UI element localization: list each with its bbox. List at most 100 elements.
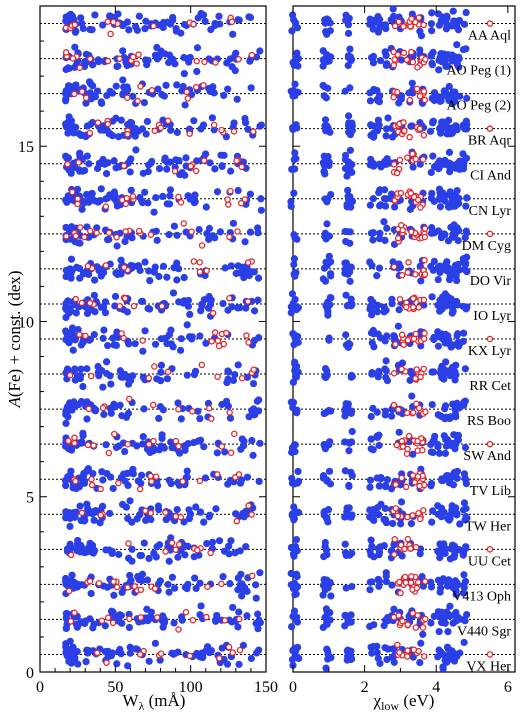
fe1-point [180, 20, 189, 29]
fe1-point [290, 255, 299, 263]
fe2-point [177, 199, 185, 206]
fe1-point [367, 435, 375, 443]
fe1-point [460, 584, 468, 592]
fe1-point [151, 639, 159, 647]
fe1-point [345, 481, 353, 489]
fe1-point [138, 197, 146, 205]
fe1-point [82, 99, 90, 107]
fe1-point [97, 185, 105, 193]
fe1-point [107, 473, 115, 481]
fe1-point [246, 13, 255, 22]
fe1-point [291, 80, 299, 88]
fe1-point [254, 229, 262, 237]
fe1-point [288, 655, 297, 664]
fe1-point [140, 99, 148, 107]
fe1-point [408, 122, 416, 130]
fe1-point [98, 99, 106, 107]
fe1-point [346, 131, 355, 139]
fe1-point [382, 306, 390, 314]
fe2-point [190, 258, 198, 265]
fe1-point [191, 574, 199, 582]
fe1-point [290, 87, 298, 95]
fe1-point [450, 95, 458, 103]
fe1-point [445, 22, 453, 30]
fe2-point [413, 85, 421, 93]
fe1-point [72, 27, 80, 35]
fe2-point [201, 58, 208, 66]
fe2-point [395, 406, 402, 413]
fe1-point [181, 446, 189, 454]
fe1-point [453, 41, 461, 49]
fe2-point [403, 56, 411, 63]
fe2-point [394, 51, 402, 59]
fe2-point [225, 643, 233, 651]
fe1-point [62, 272, 70, 281]
fe1-point [124, 662, 132, 670]
fe1-point [436, 588, 444, 596]
fe1-point [66, 540, 74, 548]
fe2-point [67, 618, 75, 625]
fe1-point [215, 537, 224, 545]
fe1-point [452, 413, 460, 421]
fe1-point [346, 84, 354, 92]
fe1-point [345, 618, 353, 627]
fe2-point [395, 612, 402, 619]
fe1-point [197, 602, 205, 610]
fe1-point [103, 91, 111, 100]
fe1-point [211, 165, 219, 173]
fe1-point [323, 367, 331, 375]
fe1-point [443, 643, 452, 651]
fe1-point [428, 293, 436, 301]
fe1-point [326, 128, 334, 136]
fe2-point [225, 201, 232, 208]
left-ticks: 0 50 100 150 0 5 10 15 [18, 6, 278, 696]
fe1-point [78, 205, 86, 213]
fe2-point [393, 441, 401, 449]
fe1-point [194, 407, 202, 415]
y-axis-label: A(Fe) + const. (dex) [5, 270, 24, 408]
fe1-point [94, 58, 103, 66]
fe1-point [341, 227, 349, 236]
fe1-point [192, 584, 200, 593]
fe2-point [402, 579, 410, 586]
fe1-point [397, 56, 405, 64]
fe2-point [149, 401, 157, 409]
fe1-point [435, 157, 444, 165]
fe1-point [224, 375, 232, 383]
star-label: DM Cyg [462, 239, 511, 254]
fe1-point [459, 157, 467, 165]
fe1-point [153, 236, 161, 244]
fe1-point [173, 505, 181, 514]
fe1-point [444, 628, 452, 636]
fe2-point [157, 124, 165, 132]
fe1-point [78, 439, 86, 447]
right-x-label-main: χ [373, 691, 382, 710]
fe2-point [93, 229, 100, 237]
fe2-point [86, 55, 94, 63]
fe1-point [221, 264, 229, 272]
fe1-point [79, 167, 87, 175]
fe2-point [137, 83, 144, 90]
fe2-point [175, 541, 183, 548]
fe2-point [86, 129, 94, 137]
fe1-point [122, 503, 130, 511]
fe1-point [136, 266, 144, 275]
fe1-point [117, 116, 125, 124]
fe2-point [111, 430, 118, 438]
fe1-point [460, 638, 468, 647]
fe2-point [115, 479, 122, 487]
fe1-point [132, 146, 140, 154]
fe1-point [162, 81, 170, 89]
fe1-point [77, 365, 85, 373]
fe2-point [71, 434, 78, 441]
fe1-point [435, 627, 443, 636]
fe1-point [167, 126, 175, 134]
fe1-point [427, 168, 435, 177]
fe1-point [123, 61, 131, 70]
fe1-point [82, 268, 90, 276]
fe1-point [452, 590, 460, 598]
fe1-point [343, 504, 351, 512]
fe1-point [434, 342, 442, 350]
fe1-point [182, 154, 190, 162]
fe1-point [366, 578, 374, 586]
